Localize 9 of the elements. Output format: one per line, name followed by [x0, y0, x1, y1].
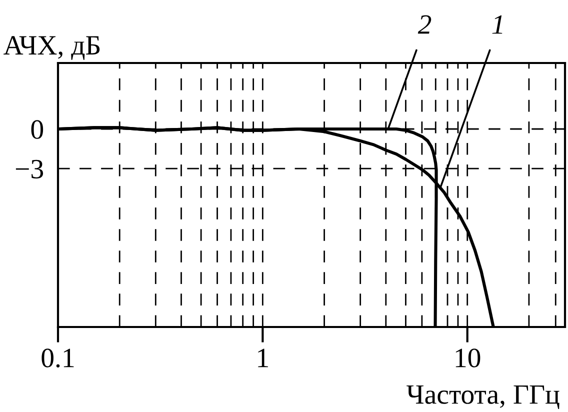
annotation: 2: [418, 15, 432, 34]
x-tick-label: 1: [258, 348, 268, 368]
annotation: 1: [492, 15, 502, 34]
y-tick-label: −3: [16, 160, 44, 179]
x-tick-label: 0.1: [42, 348, 74, 368]
y-axis-title: АЧХ, дБ: [4, 36, 100, 60]
x-tick-label: 10: [456, 348, 480, 368]
y-tick-label: 0: [31, 120, 44, 139]
x-axis-title: Частота, ГГц: [406, 385, 560, 410]
